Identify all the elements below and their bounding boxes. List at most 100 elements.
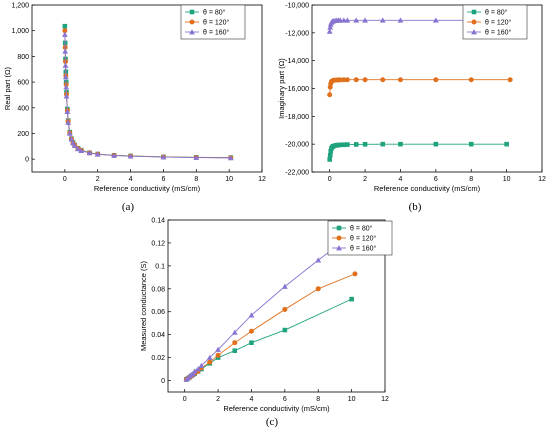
x-tick-label: 12 bbox=[381, 396, 389, 403]
legend: θ = 80° θ = 120° θ = 160° bbox=[327, 220, 393, 256]
x-axis-label: Reference conductivity (mS/cm) bbox=[374, 184, 481, 193]
x-tick-label: 12 bbox=[538, 176, 546, 183]
y-tick-label: 1,200 bbox=[11, 3, 29, 10]
data-point bbox=[227, 154, 234, 161]
y-tick-label: 400 bbox=[17, 105, 29, 112]
legend-entry: θ = 120° bbox=[350, 235, 377, 243]
data-point bbox=[249, 340, 254, 345]
y-axis-label: Real part (Ω) bbox=[3, 66, 12, 110]
x-tick-label: 4 bbox=[250, 396, 254, 403]
y-tick-label: 200 bbox=[17, 131, 29, 138]
legend-entry: θ = 120° bbox=[203, 19, 230, 27]
x-tick-label: 4 bbox=[129, 176, 133, 183]
data-point bbox=[198, 362, 205, 368]
legend: θ = 80° θ = 120° θ = 160° bbox=[462, 4, 528, 40]
chart-panel-3: 0 2 4 6 8 10 12 0 0.02 0.04 0.06 0.08 0.1 0.12 0.14 Ref… bbox=[139, 218, 393, 428]
data-point bbox=[282, 306, 288, 312]
legend-entry: θ = 160° bbox=[203, 29, 230, 37]
series-theta120 bbox=[62, 28, 234, 161]
x-axis-label: Reference conductivity (mS/cm) bbox=[94, 184, 201, 193]
data-point bbox=[127, 153, 134, 159]
data-point bbox=[433, 141, 439, 147]
y-tick-label: 0 bbox=[161, 378, 165, 385]
y-tick-label: -20,000 bbox=[285, 142, 309, 149]
data-point bbox=[397, 17, 404, 23]
data-point bbox=[64, 108, 71, 114]
data-point bbox=[344, 77, 350, 83]
x-tick-label: 0 bbox=[63, 176, 67, 183]
data-point bbox=[328, 148, 334, 154]
legend-entry: θ = 80° bbox=[203, 9, 226, 17]
series-theta80 bbox=[184, 296, 354, 382]
legend-marker bbox=[336, 245, 342, 251]
legend-entry: θ = 160° bbox=[485, 29, 512, 37]
data-point bbox=[353, 17, 360, 23]
data-point bbox=[215, 346, 221, 352]
y-tick-label: 0.04 bbox=[151, 332, 165, 339]
y-tick-label: 0.08 bbox=[151, 286, 165, 293]
data-point bbox=[468, 77, 474, 83]
legend-marker bbox=[189, 19, 195, 25]
series-line bbox=[64, 30, 231, 159]
legend-marker bbox=[189, 29, 195, 35]
panel-label: (a) bbox=[122, 201, 135, 213]
x-tick-label: 0 bbox=[328, 176, 332, 183]
data-point bbox=[232, 340, 238, 346]
data-point bbox=[94, 151, 101, 157]
x-tick-label: 10 bbox=[503, 176, 511, 183]
data-point bbox=[232, 348, 238, 354]
legend-entry: θ = 120° bbox=[485, 19, 512, 27]
data-point bbox=[248, 312, 255, 318]
data-point bbox=[71, 142, 78, 148]
legend-entry: θ = 80° bbox=[485, 9, 508, 17]
x-tick-label: 8 bbox=[469, 176, 473, 183]
series-line bbox=[64, 34, 231, 159]
chart-panel-2: 0 2 4 6 8 10 12 -22,000 -20,000 -18,000 -16,000 -14… bbox=[277, 3, 546, 214]
y-tick-label: 0.06 bbox=[151, 309, 165, 316]
panel-label: (c) bbox=[266, 416, 279, 428]
data-point bbox=[341, 142, 347, 148]
x-tick-label: 8 bbox=[316, 396, 320, 403]
legend-marker bbox=[471, 9, 477, 15]
y-tick-label: -16,000 bbox=[285, 86, 309, 93]
data-point bbox=[341, 77, 347, 83]
x-tick-label: 12 bbox=[258, 176, 266, 183]
data-point bbox=[352, 271, 358, 277]
data-point bbox=[62, 28, 68, 34]
data-point bbox=[345, 142, 350, 147]
data-point bbox=[206, 354, 213, 360]
data-point bbox=[315, 257, 322, 263]
panel-label: (b) bbox=[409, 201, 422, 213]
y-axis-label: Measured conductance (S) bbox=[139, 260, 148, 351]
y-tick-label: 1,000 bbox=[11, 28, 29, 35]
legend-marker bbox=[471, 19, 477, 25]
data-point bbox=[282, 327, 288, 333]
data-point bbox=[362, 142, 368, 147]
data-point bbox=[504, 141, 509, 147]
y-tick-label: 0.1 bbox=[155, 263, 165, 270]
data-point bbox=[62, 74, 69, 80]
y-tick-label: -12,000 bbox=[285, 30, 309, 37]
data-point bbox=[327, 24, 334, 30]
series-line bbox=[186, 298, 352, 380]
x-tick-label: 10 bbox=[348, 396, 356, 403]
data-point bbox=[61, 31, 68, 37]
x-tick-label: 6 bbox=[283, 396, 287, 403]
data-point bbox=[62, 23, 68, 29]
data-point bbox=[380, 77, 386, 83]
legend: θ = 80° θ = 120° θ = 160° bbox=[180, 4, 246, 40]
data-point bbox=[432, 17, 439, 23]
x-tick-label: 2 bbox=[363, 176, 367, 183]
plot-frame bbox=[31, 4, 263, 173]
data-point bbox=[380, 141, 386, 147]
x-tick-label: 6 bbox=[434, 176, 438, 183]
legend-marker bbox=[336, 235, 342, 241]
series-line bbox=[64, 26, 231, 159]
data-point bbox=[160, 154, 167, 160]
data-point bbox=[326, 28, 333, 34]
data-point bbox=[398, 141, 403, 147]
data-point bbox=[362, 77, 368, 83]
series-theta80 bbox=[62, 23, 234, 160]
legend-marker bbox=[189, 9, 195, 15]
data-point bbox=[349, 296, 354, 302]
